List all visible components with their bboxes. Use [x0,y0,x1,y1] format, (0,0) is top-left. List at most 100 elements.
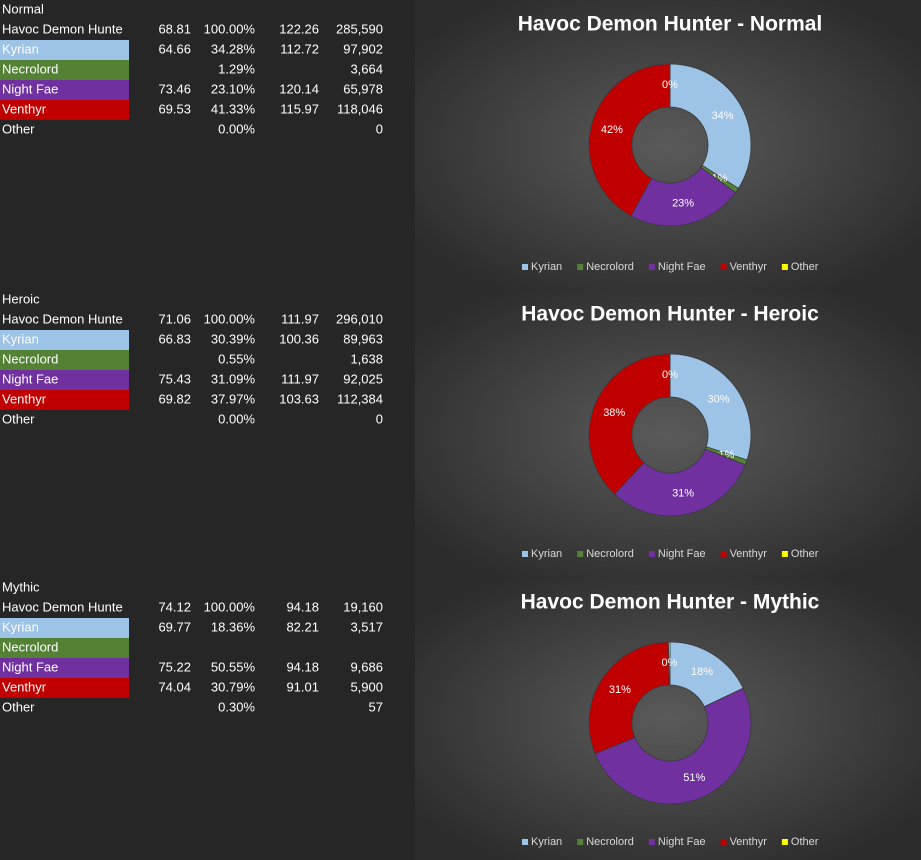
row-label: Venthyr [2,101,47,116]
data-label: 31% [609,684,631,696]
cell: 0.00% [218,121,255,136]
row-label: Havoc Demon Hunte [2,311,123,326]
legend-label: Venthyr [730,836,768,848]
cell: 112,384 [337,391,383,406]
row-label: Night Fae [2,371,58,386]
row-label: Venthyr [2,391,47,406]
cell: 66.83 [158,331,191,346]
data-label: 23% [672,197,694,209]
legend-swatch [720,264,727,270]
cell: 71.06 [158,311,191,326]
cell: 34.28% [211,41,256,56]
data-label: 0% [661,657,677,669]
donut-slice [588,641,670,755]
data-label: 38% [603,407,625,419]
cell: 111.97 [281,371,319,386]
cell: 75.22 [158,659,191,674]
chart-title: Havoc Demon Hunter - Mythic [521,591,820,614]
cell: 1.29% [218,61,255,76]
cell: 100.00% [204,21,256,36]
legend-label: Necrolord [586,548,634,560]
legend-label: Kyrian [531,836,562,848]
cell: 100.00% [204,311,256,326]
cell: 118,046 [337,101,383,116]
cell: 89,963 [343,331,383,346]
chart-title: Havoc Demon Hunter - Heroic [521,303,819,326]
cell: 285,590 [336,21,383,36]
cell: 111.97 [281,311,319,326]
row-label-cell [0,40,129,60]
data-label: 0% [662,79,678,91]
row-label: Other [2,411,35,426]
chart-area [415,578,921,860]
cell: 23.10% [211,81,256,96]
cell: 0.55% [218,351,255,366]
cell: 18.36% [211,619,256,634]
cell: 122.26 [279,21,319,36]
cell: 74.12 [158,599,191,614]
cell: 41.33% [211,101,256,116]
table-title: Heroic [2,291,40,306]
donut-slice [668,641,671,686]
chart-area [415,0,921,290]
cell: 31.09% [211,371,256,386]
cell: 64.66 [158,41,191,56]
legend-swatch [720,839,727,845]
donut-slice [588,353,671,495]
legend-swatch [577,264,584,270]
row-label-cell [0,370,129,390]
cell: 30.39% [211,331,256,346]
row-label-cell [0,100,129,120]
donut-slice [613,448,746,517]
cell: 0 [376,411,383,426]
row-label: Other [2,121,35,136]
legend-label: Night Fae [658,836,706,848]
cell: 100.36 [279,331,319,346]
legend-swatch [577,839,584,845]
cell: 68.81 [158,21,191,36]
legend-label: Venthyr [730,548,768,560]
row-label-cell [0,390,129,410]
cell: 91.01 [286,679,319,694]
cell: 19,160 [343,599,383,614]
cell: 82.21 [286,619,319,634]
row-label: Night Fae [2,81,58,96]
table-title: Normal [2,1,44,16]
data-label: 51% [683,772,705,784]
data-label: 18% [691,666,713,678]
donut-slice [630,166,737,227]
legend-swatch [781,839,788,845]
row-label: Necrolord [2,61,58,76]
data-label: 31% [672,487,694,499]
cell: 75.43 [158,371,191,386]
legend-swatch [522,264,528,270]
cell: 50.55% [211,659,256,674]
legend-label: Necrolord [586,261,634,273]
cell: 74.04 [158,679,191,694]
data-label: 0% [662,369,678,381]
legend-swatch [648,264,655,270]
legend-label: Venthyr [730,261,768,273]
legend-swatch [577,551,584,557]
cell: 112.72 [280,41,319,56]
donut-slice [669,353,752,461]
chart-area [415,290,921,578]
row-label: Havoc Demon Hunte [2,599,123,614]
cell: 1,638 [350,351,383,366]
row-label: Other [2,699,35,714]
cell: 0.00% [218,411,255,426]
row-label: Night Fae [2,659,58,674]
cell: 9,686 [350,659,383,674]
data-label: 42% [601,124,623,136]
cell: 103.63 [279,391,319,406]
legend-label: Kyrian [531,261,562,273]
table-area [0,0,415,860]
cell: 3,517 [350,619,383,634]
table-title: Mythic [2,579,40,594]
row-label: Kyrian [2,619,39,634]
data-label: 30% [708,394,730,406]
cell: 57 [369,699,383,714]
chart-title: Havoc Demon Hunter - Normal [518,13,823,36]
